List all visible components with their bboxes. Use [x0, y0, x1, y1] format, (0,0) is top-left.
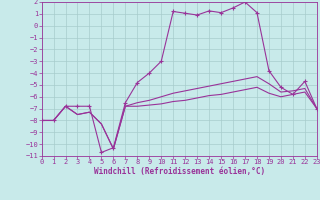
X-axis label: Windchill (Refroidissement éolien,°C): Windchill (Refroidissement éolien,°C) — [94, 167, 265, 176]
